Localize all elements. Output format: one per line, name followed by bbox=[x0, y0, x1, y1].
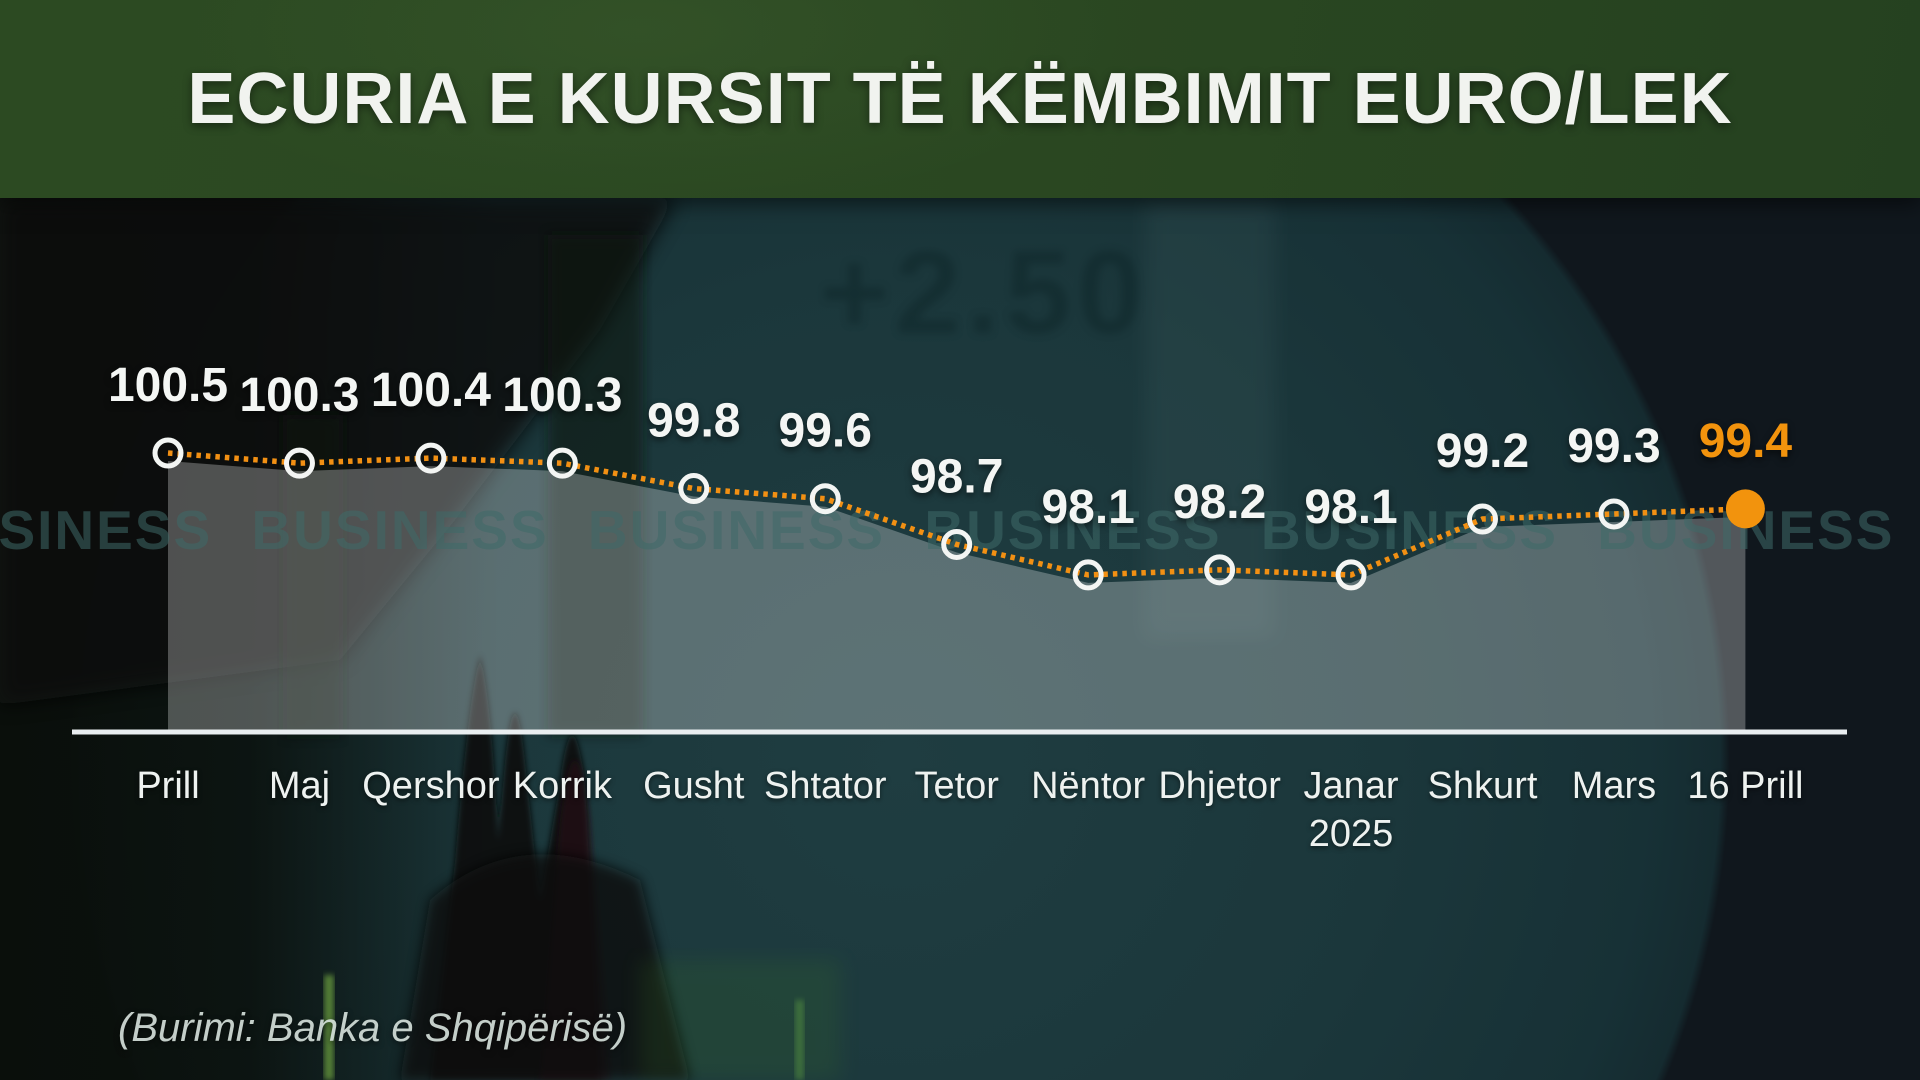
green-streak-1 bbox=[324, 975, 334, 1080]
silhouette-band-2 bbox=[548, 235, 643, 735]
data-point-marker-2 bbox=[415, 442, 447, 474]
value-label-1: 100.3 bbox=[239, 369, 359, 422]
data-point-marker-7 bbox=[1072, 559, 1104, 591]
data-point-marker-3 bbox=[546, 447, 578, 479]
data-point-marker-10 bbox=[1467, 503, 1498, 535]
green-streak-2 bbox=[795, 1000, 804, 1080]
month-label-3: Korrik bbox=[513, 765, 613, 807]
chart-title: ECURIA E KURSIT TË KËMBIMIT EURO/LEK bbox=[187, 59, 1733, 139]
source-attribution: (Burimi: Banka e Shqipërisë) bbox=[118, 1006, 628, 1050]
title-banner: ECURIA E KURSIT TË KËMBIMIT EURO/LEK bbox=[0, 0, 1920, 198]
data-point-marker-5 bbox=[809, 483, 841, 515]
value-label-0: 100.5 bbox=[108, 359, 228, 412]
data-point-marker-highlight bbox=[1725, 489, 1765, 529]
data-point-marker-9 bbox=[1335, 559, 1367, 591]
value-label-8: 98.2 bbox=[1173, 476, 1266, 529]
dotted-series-line bbox=[167, 450, 1746, 578]
value-label-7: 98.1 bbox=[1041, 481, 1134, 534]
value-label-6: 98.7 bbox=[910, 450, 1003, 503]
value-label-5: 99.6 bbox=[779, 405, 872, 458]
value-label-12: 99.4 bbox=[1699, 415, 1793, 468]
month-label-4: Gusht bbox=[643, 765, 745, 807]
data-point-marker-11 bbox=[1598, 498, 1630, 530]
value-label-10: 99.2 bbox=[1436, 425, 1529, 478]
month-label-9-line2: 2025 bbox=[1309, 813, 1394, 855]
value-label-2: 100.4 bbox=[371, 364, 491, 417]
month-label-11: Mars bbox=[1572, 765, 1656, 807]
month-label-9: Janar bbox=[1304, 765, 1399, 807]
data-point-marker-0 bbox=[152, 437, 184, 469]
data-point-marker-1 bbox=[283, 447, 315, 479]
flame-mound bbox=[400, 854, 690, 1080]
value-label-9: 98.1 bbox=[1304, 481, 1397, 534]
month-label-10: Shkurt bbox=[1428, 765, 1538, 807]
month-label-0: Prill bbox=[136, 765, 199, 807]
month-label-6: Tetor bbox=[914, 765, 999, 807]
background-faint-number: +2.50 bbox=[820, 227, 1149, 359]
month-label-2: Qershor bbox=[362, 765, 500, 807]
month-label-8: Dhjetor bbox=[1158, 765, 1281, 807]
green-streak-glow bbox=[640, 960, 840, 1080]
month-label-1: Maj bbox=[269, 765, 330, 807]
data-point-marker-6 bbox=[941, 528, 973, 560]
month-label-5: Shtator bbox=[764, 765, 887, 807]
month-label-7: Nëntor bbox=[1031, 765, 1145, 807]
value-label-11: 99.3 bbox=[1567, 420, 1660, 473]
month-label-12: 16 Prill bbox=[1687, 765, 1803, 807]
data-point-marker-4 bbox=[678, 473, 710, 505]
data-point-marker-8 bbox=[1204, 554, 1236, 586]
value-label-4: 99.8 bbox=[647, 395, 740, 448]
area-fill bbox=[168, 461, 1746, 732]
value-label-3: 100.3 bbox=[502, 369, 622, 422]
